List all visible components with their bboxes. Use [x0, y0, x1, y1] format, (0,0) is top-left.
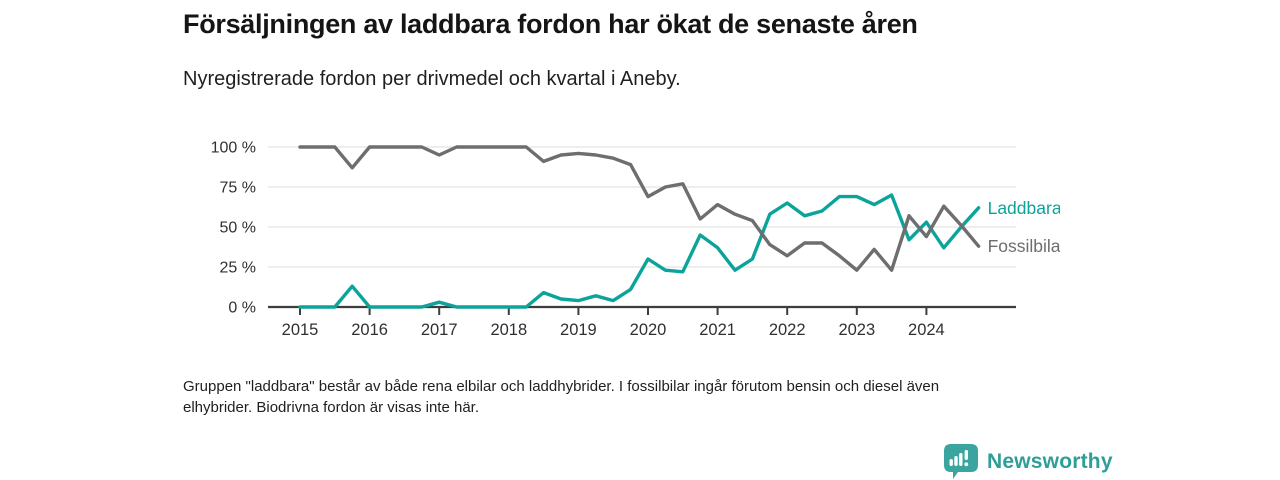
line-chart: 0 % 25 % 50 % 75 % 100 % 2015 2016 2017 2018 2019…	[180, 130, 1067, 345]
fossilbilar-series-label: Fossilbilar	[988, 236, 1060, 256]
y-tick-label: 25 %	[220, 260, 256, 277]
chart-subtitle: Nyregistrerade fordon per drivmedel och …	[183, 68, 681, 90]
x-tick-label: 2016	[351, 321, 388, 339]
y-tick-label: 50 %	[220, 220, 256, 237]
x-tick-label: 2024	[908, 321, 945, 339]
line-chart-svg: 0 % 25 % 50 % 75 % 100 % 2015 2016 2017 2018 2019…	[211, 140, 1067, 340]
x-tick-label: 2019	[560, 321, 597, 339]
chart-footnote: Gruppen "laddbara" består av både rena e…	[183, 378, 940, 416]
x-tick-label: 2017	[421, 321, 458, 339]
x-tick-label: 2023	[838, 321, 875, 339]
x-tick-label: 2022	[769, 321, 806, 339]
newsworthy-logo-icon	[944, 444, 978, 479]
x-tick-label: 2018	[490, 321, 527, 339]
x-tick-label: 2020	[630, 321, 667, 339]
laddbara-series-label: Laddbara	[988, 198, 1060, 218]
chart-title: Försäljningen av laddbara fordon har öka…	[183, 9, 918, 39]
brand-name: Newsworthy	[987, 450, 1113, 473]
x-tick-label: 2021	[699, 321, 736, 339]
x-tick-marks	[299, 308, 928, 315]
y-tick-label: 0 %	[228, 300, 256, 317]
laddbara-line	[298, 193, 981, 309]
y-tick-labels: 0 % 25 % 50 % 75 % 100 %	[211, 140, 256, 317]
x-tick-labels: 2015 2016 2017 2018 2019 2020 2021 2022 2023 2024	[282, 321, 945, 339]
y-tick-label: 75 %	[220, 180, 256, 197]
branding: Newsworthy	[944, 444, 1113, 480]
y-tick-label: 100 %	[211, 140, 256, 157]
fossilbilar-line	[298, 145, 981, 272]
x-tick-label: 2015	[282, 321, 319, 339]
